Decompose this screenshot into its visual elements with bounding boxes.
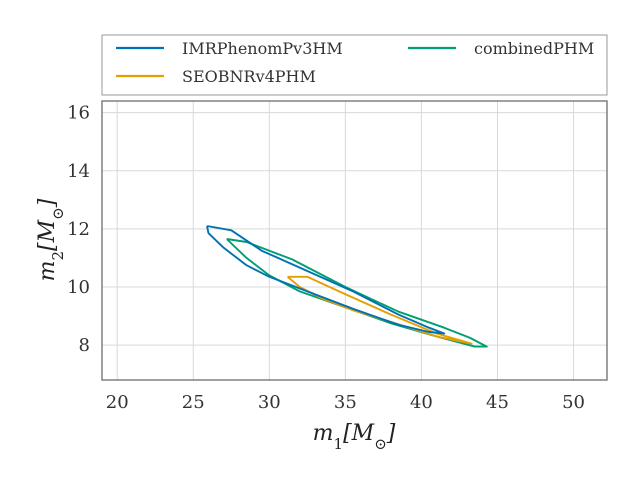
contour-imrphenompv3hm <box>206 225 446 335</box>
y-tick-labels: 8 10 12 14 16 <box>67 103 90 357</box>
y-tick-label: 10 <box>67 277 90 298</box>
x-tick-label: 25 <box>182 392 205 413</box>
x-axis-label: m1[M⊙] <box>313 421 396 453</box>
legend-label: IMRPhenomPv3HM <box>182 39 343 58</box>
grid <box>102 101 607 380</box>
y-tick-label: 16 <box>67 103 90 124</box>
x-tick-label: 35 <box>334 392 357 413</box>
y-tick-label: 14 <box>67 161 90 182</box>
legend-label: combinedPHM <box>474 39 594 58</box>
x-tick-label: 40 <box>410 392 433 413</box>
x-tick-label: 45 <box>486 392 509 413</box>
legend-box <box>101 34 608 96</box>
contour-series <box>206 225 488 348</box>
x-tick-label: 30 <box>258 392 281 413</box>
legend: IMRPhenomPv3HM SEOBNRv4PHM combinedPHM <box>101 34 608 96</box>
plot-frame <box>101 100 608 381</box>
y-tick-label: 8 <box>79 335 90 356</box>
y-axis-label: m2[M⊙] <box>35 198 67 281</box>
x-tick-label: 20 <box>106 392 129 413</box>
x-tick-labels: 20 25 30 35 40 45 50 <box>106 392 585 413</box>
contour-seobnrv4phm <box>286 275 473 345</box>
y-tick-label: 12 <box>67 219 90 240</box>
legend-label: SEOBNRv4PHM <box>182 67 316 86</box>
x-tick-label: 50 <box>562 392 585 413</box>
